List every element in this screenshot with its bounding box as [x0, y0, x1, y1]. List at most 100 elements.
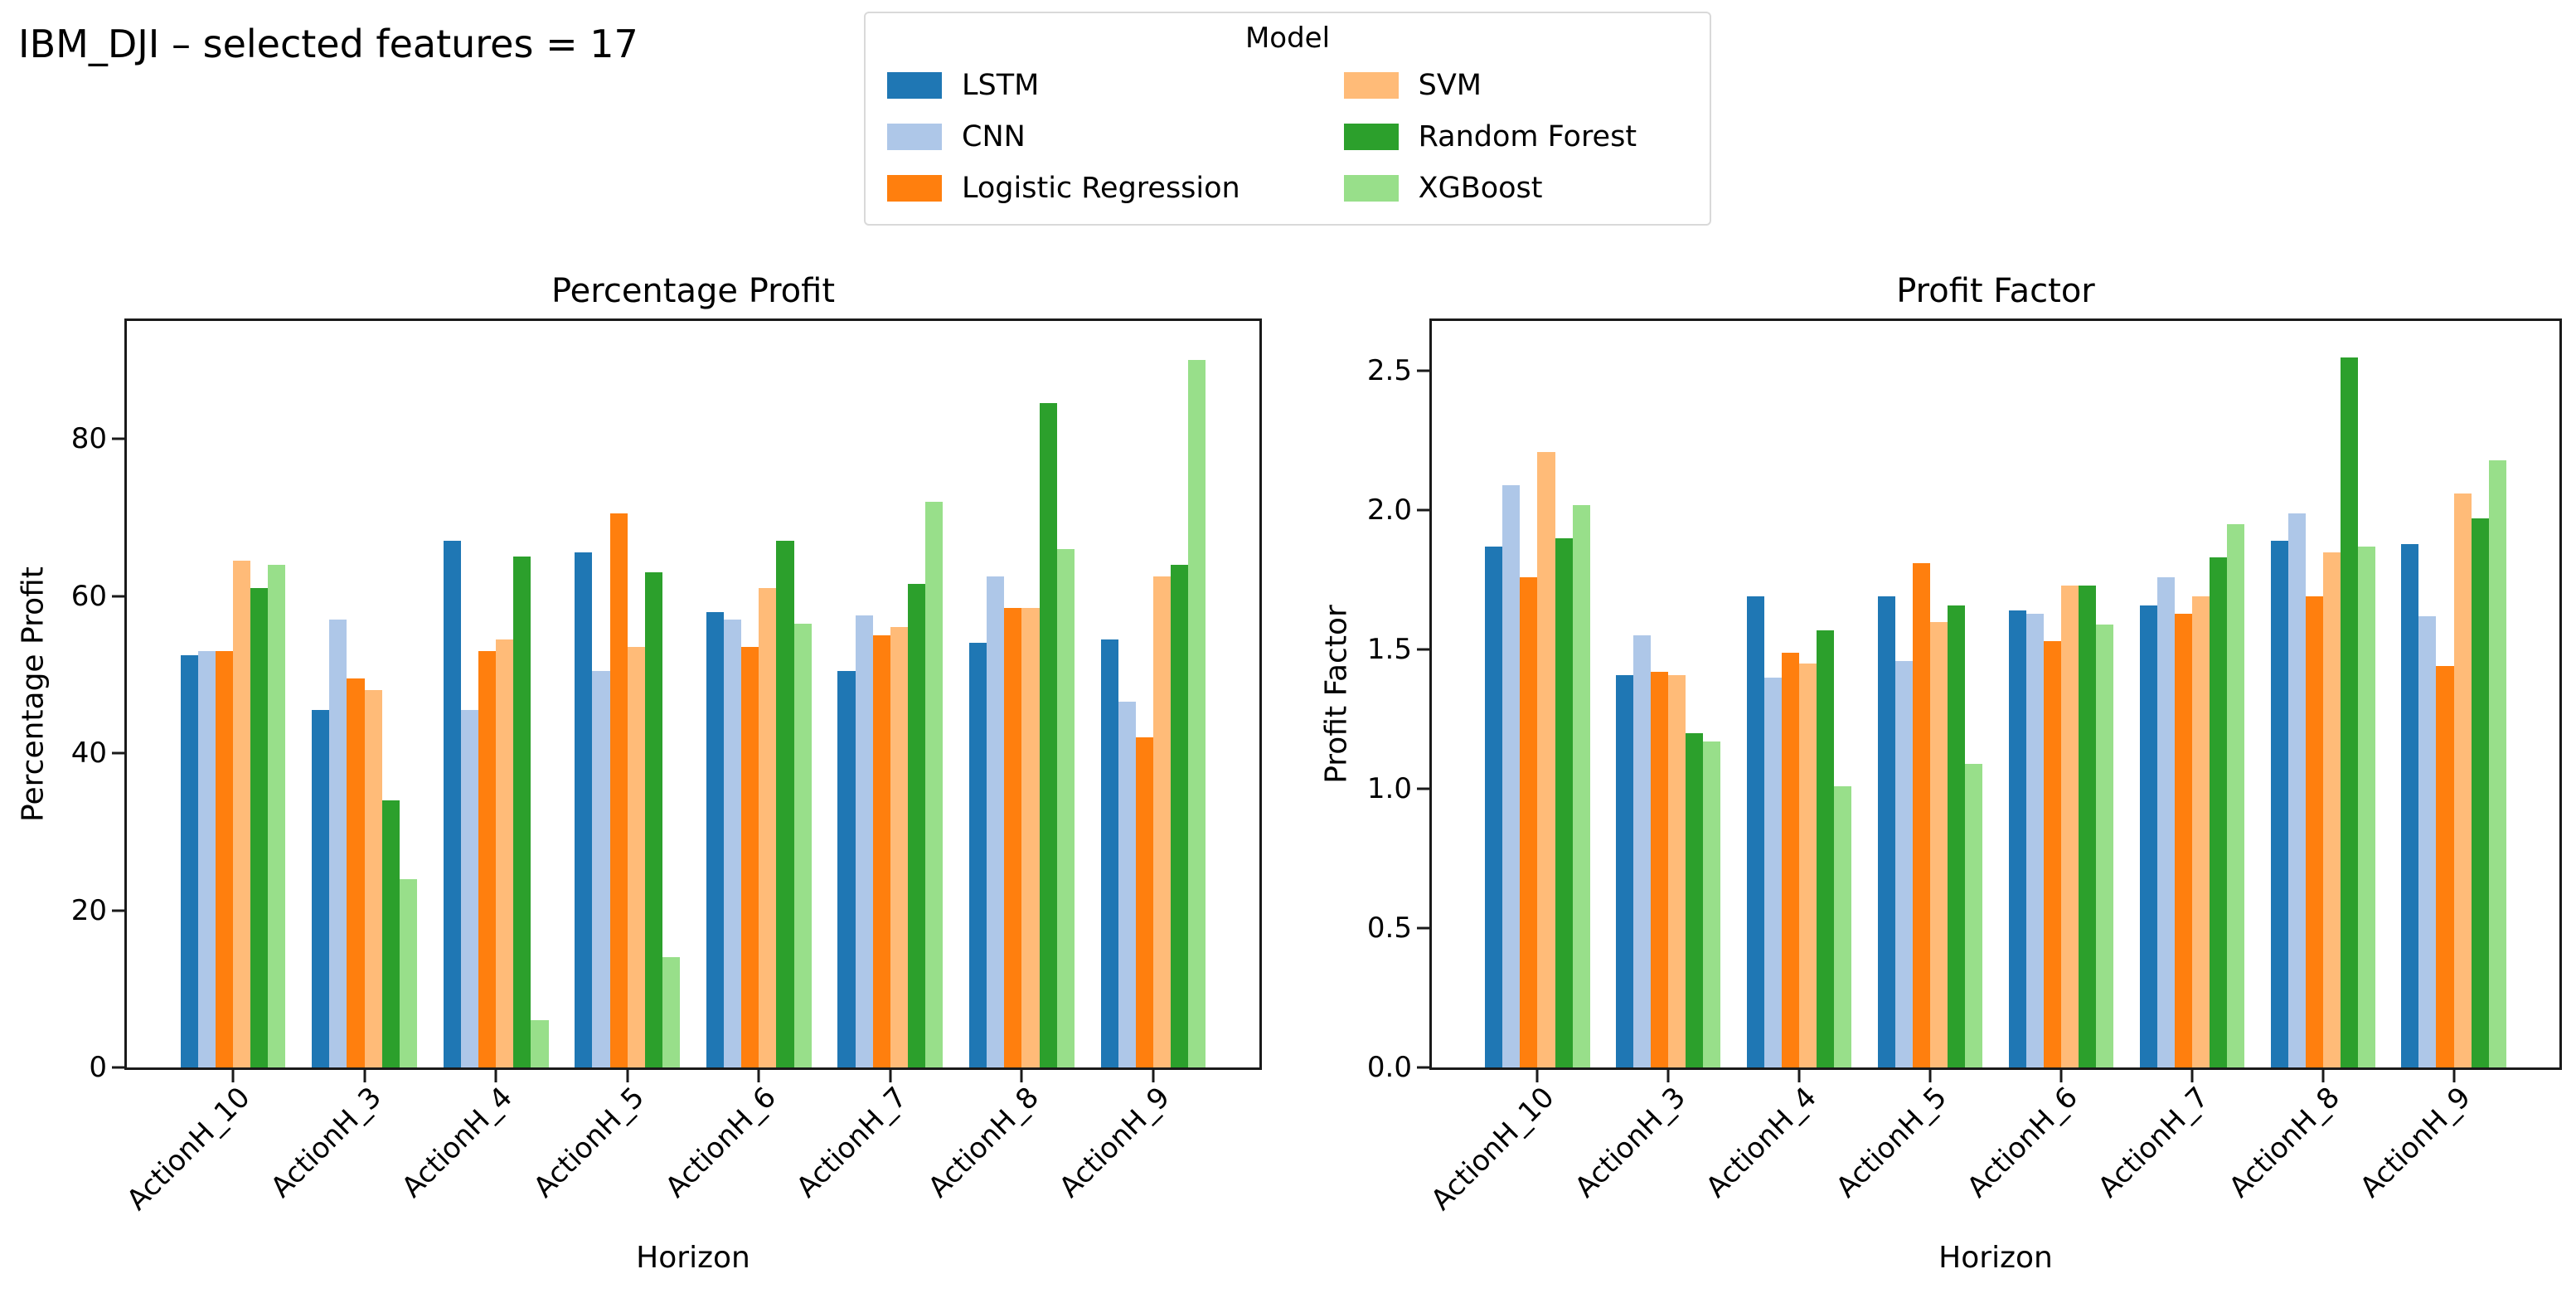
y-tick-mark	[112, 1066, 124, 1069]
bar-lstm-ActionH_7	[2139, 605, 2157, 1067]
x-tick-label-ActionH_8: ActionH_8	[2222, 1081, 2346, 1204]
bar-logistic-regression-ActionH_9	[2436, 666, 2454, 1067]
bar-lstm-ActionH_10	[1485, 547, 1503, 1067]
bar-svm-ActionH_6	[759, 588, 777, 1067]
x-tick-label-ActionH_4: ActionH_4	[1699, 1081, 1823, 1204]
bar-svm-ActionH_10	[233, 560, 251, 1067]
bar-random-forest-ActionH_4	[513, 557, 531, 1067]
bar-lstm-ActionH_4	[1747, 596, 1765, 1067]
bar-logistic-regression-ActionH_3	[1651, 672, 1669, 1067]
bar-logistic-regression-ActionH_4	[478, 650, 497, 1067]
legend-swatch-xgboost	[1343, 175, 1399, 202]
bar-svm-ActionH_8	[2322, 552, 2341, 1067]
bar-logistic-regression-ActionH_5	[1913, 563, 1931, 1067]
legend-swatch-svm	[1343, 72, 1399, 99]
y-tick-label: 2.0	[1366, 493, 1412, 528]
y-tick-label: 60	[70, 579, 107, 613]
bar-svm-ActionH_7	[2191, 596, 2210, 1067]
bar-group-ActionH_9	[2389, 321, 2520, 1067]
x-tick-label-ActionH_8: ActionH_8	[921, 1081, 1045, 1204]
legend-label-cnn: CNN	[962, 120, 1026, 153]
x-tick-mark	[1152, 1070, 1155, 1082]
bar-lstm-ActionH_6	[706, 611, 725, 1067]
bar-cnn-ActionH_9	[1118, 702, 1136, 1067]
bar-logistic-regression-ActionH_7	[872, 634, 890, 1067]
x-tick-mark	[494, 1070, 497, 1082]
legend-label-xgboost: XGBoost	[1418, 172, 1543, 205]
chart-title-percentage-profit: Percentage Profit	[551, 272, 836, 310]
x-tick-label-ActionH_4: ActionH_4	[395, 1081, 520, 1204]
bar-xgboost-ActionH_7	[2226, 524, 2244, 1067]
bar-logistic-regression-ActionH_10	[1520, 576, 1538, 1067]
bar-group-ActionH_7	[2127, 321, 2258, 1067]
figure-title: IBM_DJI – selected features = 17	[18, 22, 638, 66]
bar-logistic-regression-ActionH_6	[741, 647, 759, 1067]
x-tick-mark	[1928, 1070, 1932, 1082]
y-tick-mark	[1417, 369, 1429, 372]
y-tick-mark	[112, 595, 124, 598]
bar-logistic-regression-ActionH_8	[2305, 596, 2323, 1067]
legend-entry-lstm: LSTM	[887, 60, 1344, 111]
x-tick-mark	[1797, 1070, 1801, 1082]
bar-svm-ActionH_3	[1668, 674, 1686, 1067]
legend-title: Model	[1244, 22, 1331, 55]
bar-random-forest-ActionH_3	[1686, 733, 1704, 1067]
y-axis-label-percentage-profit: Percentage Profit	[16, 566, 51, 822]
bar-logistic-regression-ActionH_7	[2174, 613, 2192, 1067]
bar-lstm-ActionH_3	[1616, 674, 1634, 1067]
bar-xgboost-ActionH_10	[268, 564, 286, 1067]
bar-cnn-ActionH_10	[197, 650, 216, 1067]
bar-cnn-ActionH_4	[1764, 677, 1783, 1067]
bar-cnn-ActionH_3	[329, 620, 347, 1067]
bar-cnn-ActionH_3	[1633, 635, 1652, 1067]
bar-random-forest-ActionH_10	[1555, 537, 1573, 1067]
chart-title-profit-factor: Profit Factor	[1896, 272, 2095, 310]
x-tick-mark	[626, 1070, 629, 1082]
y-tick-label: 1.5	[1366, 633, 1412, 667]
x-tick-label-ActionH_5: ActionH_5	[527, 1081, 652, 1204]
bar-svm-ActionH_4	[1799, 664, 1817, 1067]
legend-label-lstm: LSTM	[962, 69, 1040, 102]
x-tick-mark	[231, 1070, 235, 1082]
bar-random-forest-ActionH_6	[2078, 586, 2097, 1067]
x-tick-label-ActionH_6: ActionH_6	[658, 1081, 783, 1204]
bar-xgboost-ActionH_8	[1056, 548, 1075, 1067]
plot-area-profit-factor: 0.0 0.5 1.0 1.5 2.0 2.5 ActionH_10 ActionH_3 Act…	[1367, 318, 2562, 1217]
y-tick-label: 0.0	[1366, 1051, 1412, 1084]
bar-svm-ActionH_9	[2453, 493, 2472, 1067]
y-tick-mark	[112, 909, 124, 912]
bar-logistic-regression-ActionH_5	[609, 513, 628, 1067]
bar-random-forest-ActionH_9	[2471, 518, 2489, 1067]
bar-group-ActionH_3	[1603, 321, 1734, 1067]
bar-random-forest-ActionH_10	[250, 588, 269, 1067]
legend-entry-random-forest: Random Forest	[1343, 111, 1688, 163]
bar-lstm-ActionH_6	[2008, 610, 2026, 1067]
legend-swatch-lstm	[887, 72, 942, 99]
x-tick-label-ActionH_10: ActionH_10	[120, 1081, 257, 1218]
x-tick-mark	[889, 1070, 892, 1082]
x-tick-mark	[363, 1070, 366, 1082]
bar-random-forest-ActionH_7	[2209, 557, 2227, 1067]
legend-label-svm: SVM	[1418, 69, 1482, 102]
x-tick-mark	[1666, 1070, 1670, 1082]
legend-swatch-logistic-regression	[887, 175, 942, 202]
y-tick-mark	[1417, 508, 1429, 512]
bar-xgboost-ActionH_10	[1572, 504, 1590, 1067]
y-tick-label: 2.5	[1366, 354, 1412, 388]
bar-cnn-ActionH_5	[1894, 660, 1913, 1067]
bar-cnn-ActionH_6	[724, 620, 742, 1067]
y-axis-label-profit-factor: Profit Factor	[1319, 605, 1354, 784]
bar-cnn-ActionH_9	[2418, 615, 2437, 1067]
bar-group-ActionH_9	[1088, 321, 1220, 1067]
bar-random-forest-ActionH_7	[907, 584, 926, 1067]
bar-cnn-ActionH_7	[855, 615, 873, 1067]
y-tick-mark	[1417, 1066, 1429, 1069]
legend-entry-svm: SVM	[1343, 60, 1688, 111]
bar-random-forest-ActionH_9	[1171, 564, 1189, 1067]
bar-cnn-ActionH_4	[460, 709, 479, 1067]
y-tick-label: 40	[70, 737, 107, 771]
x-tick-mark	[2059, 1070, 2063, 1082]
bar-lstm-ActionH_9	[2401, 543, 2419, 1067]
bar-group-ActionH_5	[561, 321, 693, 1067]
